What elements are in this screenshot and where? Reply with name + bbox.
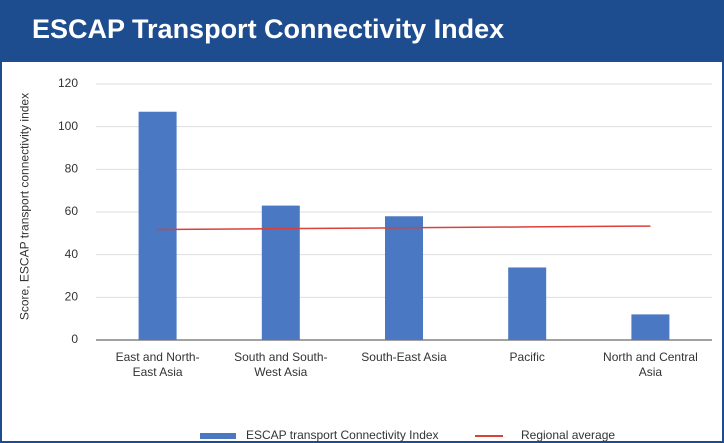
- bar: [508, 267, 547, 340]
- y-tick-label: 0: [71, 332, 78, 346]
- line: [157, 225, 651, 231]
- x-tick-label: Pacific: [509, 350, 545, 364]
- x-tick-label: South-East Asia: [361, 350, 447, 364]
- y-tick-label: 80: [65, 162, 79, 176]
- y-tick-label: 60: [65, 204, 79, 218]
- legend-label: Regional average: [521, 428, 616, 442]
- y-tick-label: 20: [65, 290, 79, 304]
- header: ESCAP Transport Connectivity Index: [0, 0, 724, 62]
- bar: [631, 314, 670, 340]
- bar: [385, 216, 423, 340]
- y-axis-label: Score, ESCAP transport connectivity inde…: [17, 92, 32, 321]
- bar: [138, 111, 177, 340]
- y-tick-label: 40: [65, 247, 79, 261]
- x-tick-label: South and South-West Asia: [234, 350, 328, 379]
- y-tick-label: 100: [58, 119, 78, 133]
- legend-label: ESCAP transport Connectivity Index: [246, 428, 439, 442]
- y-tick-label: 120: [58, 76, 78, 90]
- x-tick-label: East and North-East Asia: [115, 350, 200, 379]
- x-tick-label: North and Central Asia: [603, 350, 698, 379]
- legend-swatch: [200, 433, 236, 439]
- chart-title: ESCAP Transport Connectivity Index: [32, 14, 505, 44]
- bar: [261, 205, 300, 340]
